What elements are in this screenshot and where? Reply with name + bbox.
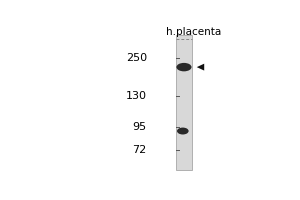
Text: 130: 130	[126, 91, 147, 101]
Polygon shape	[197, 64, 204, 71]
Text: 250: 250	[126, 53, 147, 63]
Bar	[176, 35, 192, 170]
Text: 95: 95	[133, 122, 147, 132]
Text: 72: 72	[133, 145, 147, 155]
Ellipse shape	[176, 63, 191, 71]
Ellipse shape	[177, 128, 189, 134]
Text: h.placenta: h.placenta	[166, 27, 221, 37]
